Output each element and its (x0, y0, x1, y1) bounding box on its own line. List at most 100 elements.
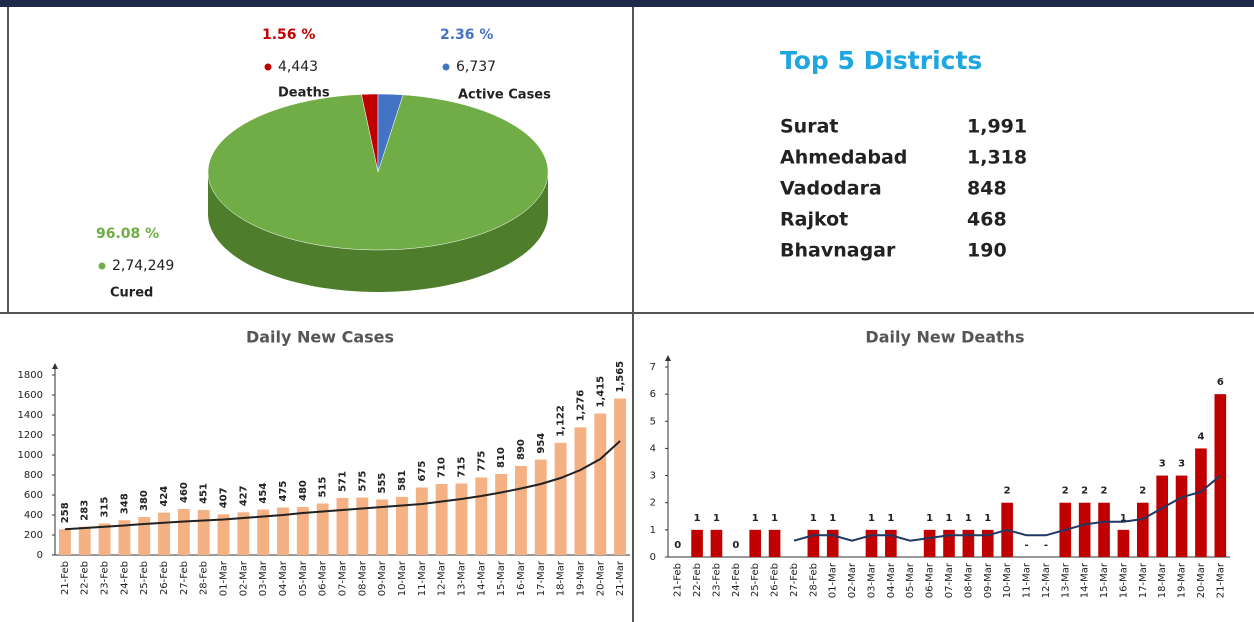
axis-arrow (665, 355, 671, 361)
data-label: 4 (1197, 431, 1204, 442)
data-label: 1 (868, 513, 875, 524)
chart-title: Daily New Cases (246, 328, 394, 347)
data-label: 1 (965, 513, 972, 524)
x-tick-label: 13-Mar (456, 560, 467, 596)
slice-percent: 96.08 % (96, 226, 159, 242)
y-tick-label: 1200 (18, 430, 43, 441)
x-tick-label: 27-Feb (789, 563, 800, 597)
x-tick-label: 19-Mar (575, 560, 586, 596)
data-label: 515 (318, 477, 329, 498)
data-label: 1 (887, 513, 894, 524)
bar (1156, 475, 1168, 557)
y-tick-label: 3 (650, 471, 656, 482)
bar (138, 517, 151, 555)
data-label: 460 (179, 482, 190, 503)
data-label: 2 (1081, 486, 1088, 497)
bar (710, 529, 723, 557)
data-label: 1 (984, 513, 991, 524)
x-tick-label: 01-Mar (219, 560, 230, 596)
x-tick-label: 26-Feb (159, 561, 170, 595)
district-name: Rajkot (780, 209, 848, 231)
district-count: 468 (967, 209, 1007, 231)
data-label: 0 (674, 540, 681, 551)
x-tick-label: 05-Mar (298, 560, 309, 596)
bar (475, 477, 488, 555)
bar (356, 497, 369, 555)
x-tick-label: 18-Mar (556, 560, 567, 596)
data-label: 475 (278, 481, 289, 502)
bar (316, 503, 329, 555)
bar (614, 398, 627, 555)
slice-count: 4,443 (278, 59, 318, 75)
bar (1195, 448, 1207, 557)
x-tick-label: 02-Mar (847, 562, 858, 598)
x-tick-label: 22-Feb (80, 561, 91, 595)
data-label: 0 (732, 540, 739, 551)
data-label: 575 (357, 471, 368, 492)
bar (1136, 502, 1149, 557)
x-tick-label: 12-Mar (1041, 562, 1052, 598)
bar (78, 526, 91, 555)
top-strip (0, 0, 1254, 7)
x-tick-label: 23-Feb (100, 561, 111, 595)
y-tick-label: 400 (24, 510, 43, 521)
data-label: 380 (139, 490, 150, 511)
bar (574, 427, 587, 555)
slice-name: Active Cases (458, 88, 551, 103)
data-label: 2 (1139, 486, 1146, 497)
bar (495, 474, 508, 555)
x-tick-label: 21-Feb (673, 563, 684, 597)
x-tick-label: 14-Mar (476, 560, 487, 596)
x-tick-label: 08-Mar (963, 562, 974, 598)
data-label: 480 (298, 480, 309, 501)
x-tick-label: 03-Mar (258, 560, 269, 596)
bar (257, 509, 270, 555)
bar (885, 529, 897, 557)
bar (1175, 475, 1188, 557)
x-tick-label: 11-Mar (1022, 562, 1033, 598)
x-tick-label: 01-Mar (828, 562, 839, 598)
data-label: 424 (159, 486, 170, 507)
chart-title: Daily New Deaths (865, 328, 1024, 347)
legend-dot (264, 63, 272, 71)
data-label: 407 (219, 487, 230, 508)
data-label: 3 (1178, 459, 1185, 470)
data-label: 890 (516, 439, 527, 460)
bar (177, 509, 190, 555)
x-tick-label: 17-Mar (536, 560, 547, 596)
bar (594, 413, 607, 555)
y-tick-label: 1000 (18, 450, 43, 461)
pie-side (208, 172, 548, 292)
x-tick-label: 21-Mar (1215, 562, 1226, 598)
bar (826, 529, 839, 557)
bar (237, 512, 250, 555)
district-count: 1,991 (967, 116, 1027, 138)
trend-line (64, 440, 621, 531)
data-label: 1,276 (575, 390, 586, 422)
y-tick-label: 200 (24, 530, 43, 541)
y-tick-label: 2 (650, 498, 656, 509)
bar (58, 529, 71, 555)
y-tick-label: 7 (650, 362, 656, 373)
x-tick-label: 05-Mar (905, 562, 916, 598)
data-label: 2 (1004, 486, 1011, 497)
slice-percent: 2.36 % (440, 27, 493, 43)
data-label: 954 (536, 433, 547, 454)
x-tick-label: 06-Mar (925, 562, 936, 598)
bar (296, 507, 309, 555)
data-label: 810 (496, 447, 507, 468)
x-tick-label: 09-Mar (377, 560, 388, 596)
bar (981, 529, 994, 557)
bar (807, 529, 820, 557)
x-tick-label: 17-Mar (1138, 562, 1149, 598)
x-tick-label: 10-Mar (1002, 562, 1013, 598)
data-label: 2 (1101, 486, 1108, 497)
x-tick-label: 20-Mar (595, 560, 606, 596)
district-count: 1,318 (967, 147, 1027, 169)
x-tick-label: 25-Feb (750, 563, 761, 597)
x-tick-label: 27-Feb (179, 561, 190, 595)
slice-name: Deaths (278, 86, 330, 101)
y-tick-label: 5 (650, 416, 656, 427)
x-tick-label: 12-Mar (437, 560, 448, 596)
x-tick-label: 16-Mar (516, 560, 527, 596)
